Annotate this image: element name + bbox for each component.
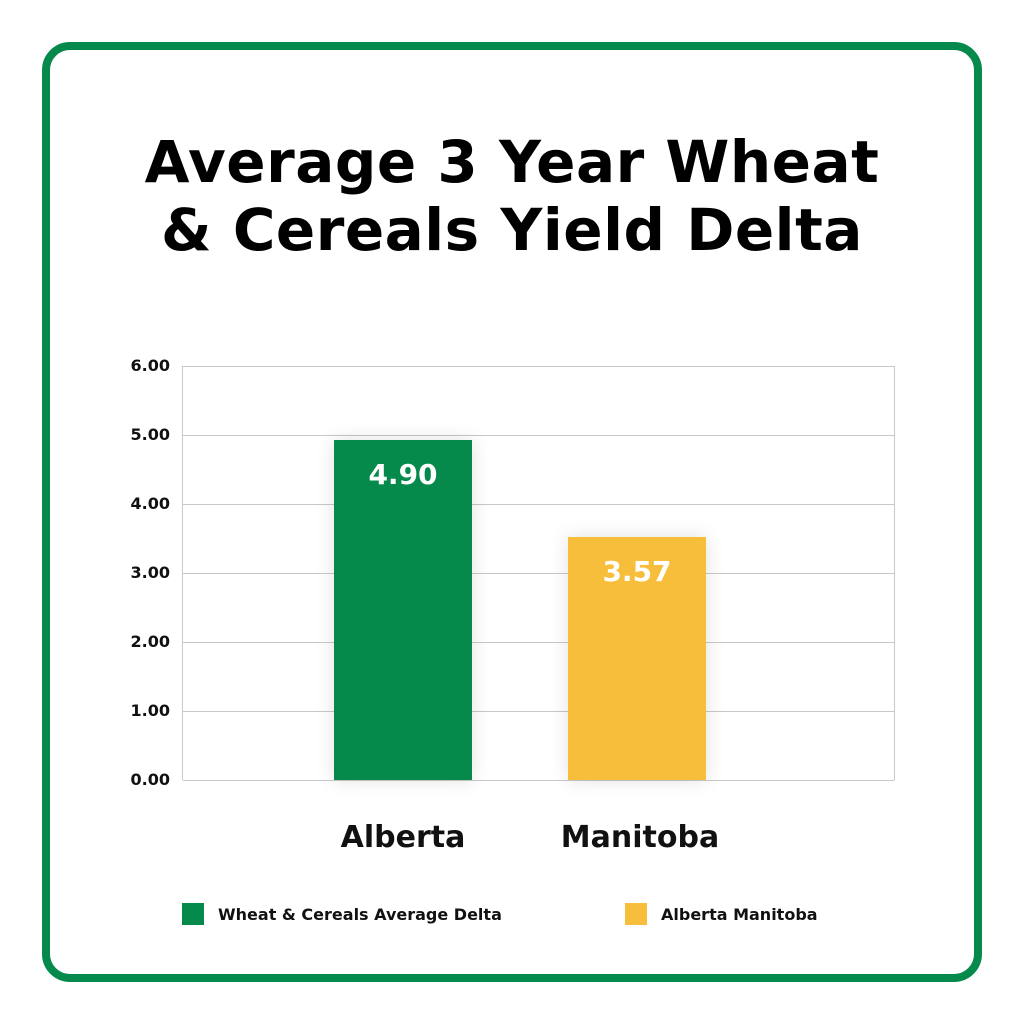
y-tick-label: 4.00 <box>130 494 170 513</box>
chart-title: Average 3 Year Wheat & Cereals Yield Del… <box>0 128 1024 264</box>
legend-swatch-yellow <box>625 903 647 925</box>
legend-swatch-green <box>182 903 204 925</box>
x-label-alberta: Alberta <box>340 820 466 855</box>
gridline <box>183 642 894 643</box>
chart-frame <box>42 42 982 982</box>
gridline <box>183 780 894 781</box>
gridline <box>183 366 894 367</box>
y-tick-label: 3.00 <box>130 563 170 582</box>
x-label-manitoba: Manitoba <box>560 820 720 855</box>
gridline <box>183 573 894 574</box>
gridline <box>183 711 894 712</box>
title-line-1: Average 3 Year Wheat <box>144 128 880 196</box>
y-tick-label: 1.00 <box>130 701 170 720</box>
gridline <box>183 435 894 436</box>
bar-value-label: 3.57 <box>602 555 672 588</box>
bar-alberta: 4.90 <box>334 440 472 780</box>
y-tick-label: 5.00 <box>130 425 170 444</box>
bar-manitoba: 3.57 <box>568 537 706 780</box>
y-tick-label: 2.00 <box>130 632 170 651</box>
title-line-2: & Cereals Yield Delta <box>161 196 863 264</box>
legend-item-green: Wheat & Cereals Average Delta <box>182 903 502 925</box>
y-tick-label: 6.00 <box>130 356 170 375</box>
plot-area <box>182 366 895 781</box>
gridline <box>183 504 894 505</box>
legend-label: Wheat & Cereals Average Delta <box>218 904 502 924</box>
legend-label: Alberta Manitoba <box>661 904 818 924</box>
bar-value-label: 4.90 <box>368 458 438 491</box>
y-tick-label: 0.00 <box>130 770 170 789</box>
legend-item-yellow: Alberta Manitoba <box>625 903 818 925</box>
